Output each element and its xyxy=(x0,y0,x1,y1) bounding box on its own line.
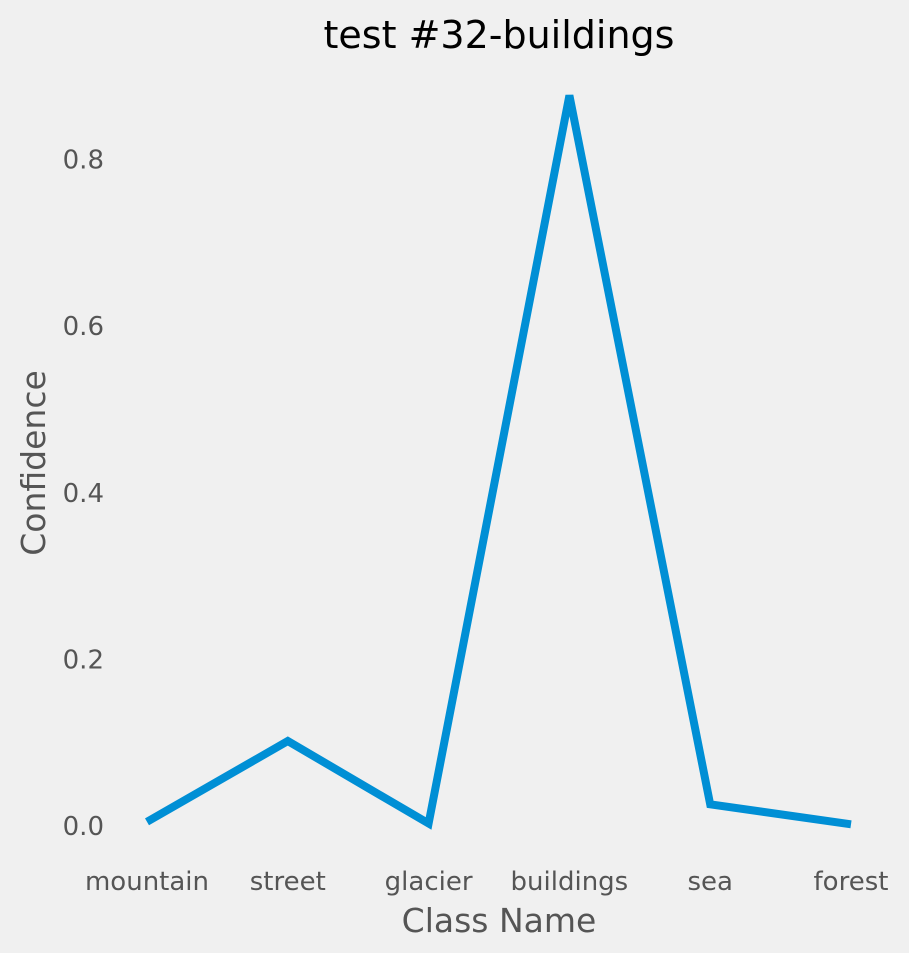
x-tick-label: street xyxy=(250,867,326,897)
x-tick-label: mountain xyxy=(85,867,209,897)
y-axis-label: Confidence xyxy=(14,370,53,556)
y-tick-label: 0.0 xyxy=(63,812,104,842)
x-axis-label: Class Name xyxy=(402,901,597,940)
series-layer xyxy=(145,94,852,830)
y-tick-label: 0.8 xyxy=(63,146,104,176)
x-tick-label: buildings xyxy=(511,867,629,897)
x-tick-label: glacier xyxy=(385,867,473,897)
x-tick-label: forest xyxy=(814,867,889,897)
y-tick-label: 0.4 xyxy=(63,479,104,509)
x-tick-label: sea xyxy=(687,867,732,897)
chart-title: test #32-buildings xyxy=(324,13,675,57)
y-tick-label: 0.2 xyxy=(63,645,104,675)
y-axis-ticks: 0.0 0.2 0.4 0.6 0.8 xyxy=(63,146,104,842)
x-axis-ticks: mountain street glacier buildings sea forest xyxy=(85,867,888,897)
y-tick-label: 0.6 xyxy=(63,312,104,342)
series-line xyxy=(145,94,852,830)
